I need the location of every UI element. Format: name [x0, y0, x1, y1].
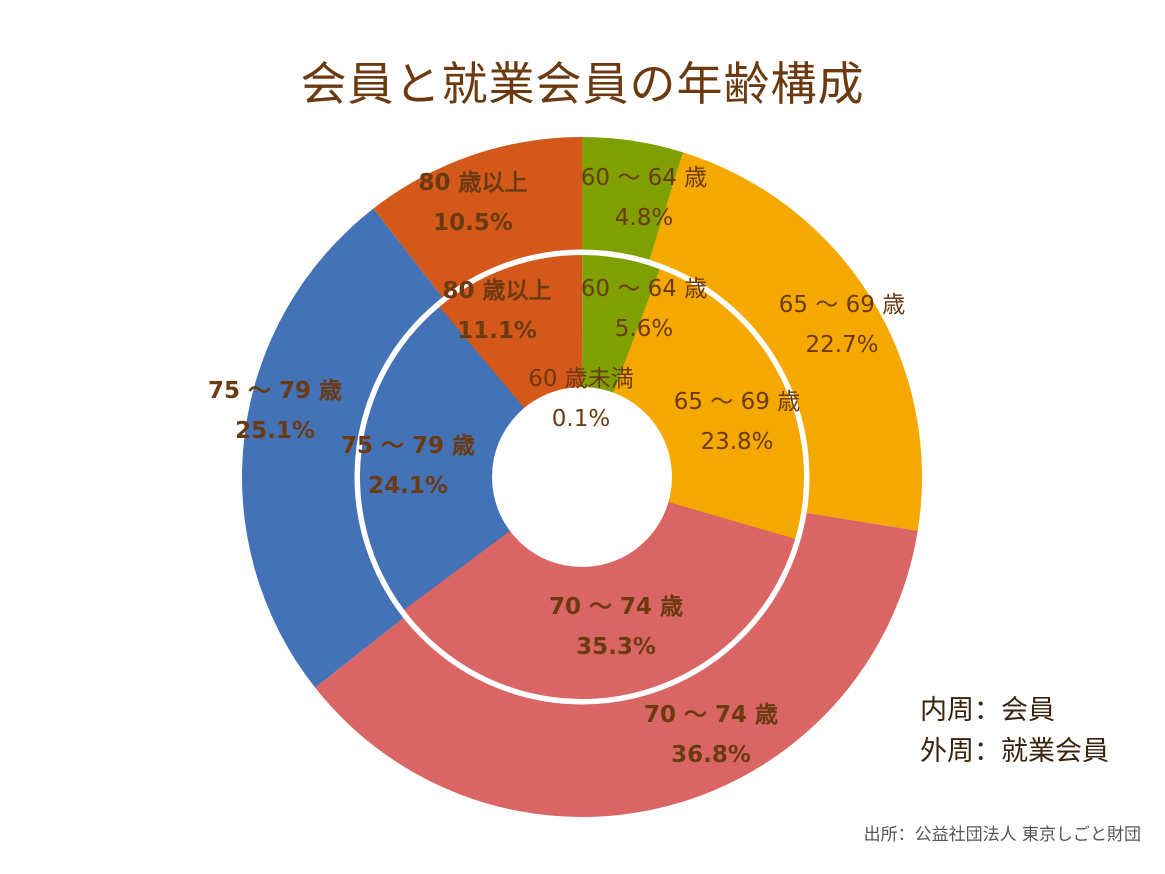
- outer-label-80: 80 歳以上: [418, 170, 527, 196]
- ring-separator: [354, 249, 810, 705]
- outer-value-80: 10.5%: [433, 210, 513, 236]
- inner-label-75-79: 75 ～ 79 歳: [341, 433, 475, 459]
- inner-label-60-64: 60 ～ 64 歳: [581, 276, 707, 302]
- outer-value-70-74: 36.8%: [671, 742, 751, 768]
- source-note: 出所：公益社団法人 東京しごと財団: [863, 825, 1141, 845]
- inner-label-70-74: 70 ～ 74 歳: [549, 594, 683, 620]
- inner-value-60: 0.1%: [552, 406, 610, 432]
- inner-value-70-74: 35.3%: [576, 634, 656, 660]
- donut-hole: [492, 387, 672, 567]
- inner-ring: [360, 255, 804, 700]
- inner-label-65-69: 65 ～ 69 歳: [674, 389, 800, 415]
- outer-label-70-74: 70 ～ 74 歳: [644, 702, 778, 728]
- ring-legend: 内周：会員 外周：就業会員: [920, 690, 1109, 772]
- inner-label-80: 80 歳以上: [442, 278, 551, 304]
- outer-value-75-79: 25.1%: [235, 418, 315, 444]
- inner-slice-75-79: [360, 306, 582, 610]
- chart-title: 会員と就業会員の年齢構成: [300, 57, 865, 111]
- legend-outer: 外周：就業会員: [920, 736, 1109, 767]
- outer-label-75-79: 75 ～ 79 歳: [208, 378, 342, 404]
- inner-slice-70-74: [404, 477, 796, 700]
- inner-value-75-79: 24.1%: [368, 473, 448, 499]
- outer-label-60-64: 60 ～ 64 歳: [581, 165, 707, 191]
- outer-label-65-69: 65 ～ 69 歳: [779, 292, 905, 318]
- inner-value-60-64: 5.6%: [615, 316, 673, 342]
- inner-value-65-69: 23.8%: [700, 429, 773, 455]
- outer-value-60-64: 4.8%: [615, 205, 673, 231]
- slice-labels: 60 ～ 64 歳 4.8% 65 ～ 69 歳 22.7% 70 ～ 74 歳 36.8…: [208, 165, 905, 768]
- inner-value-80: 11.1%: [457, 318, 537, 344]
- outer-value-65-69: 22.7%: [805, 332, 878, 358]
- inner-label-60: 60 歳未満: [528, 366, 634, 392]
- legend-inner: 内周：会員: [920, 695, 1055, 726]
